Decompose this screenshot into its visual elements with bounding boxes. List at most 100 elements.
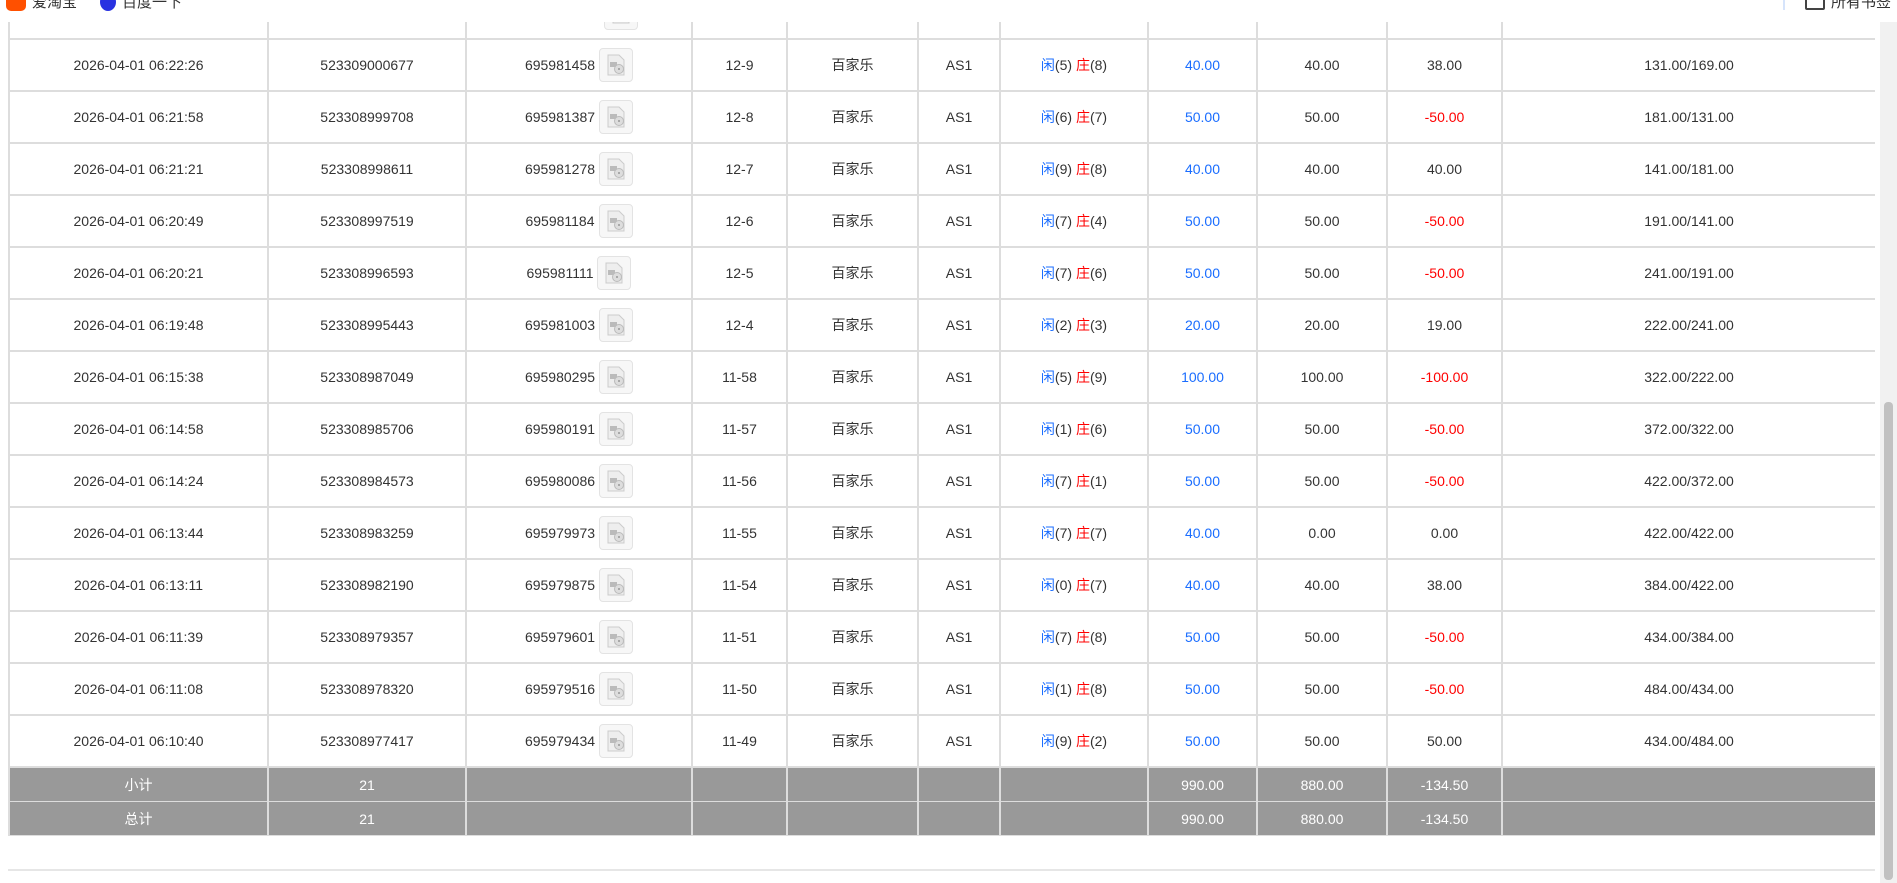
video-replay-icon[interactable]: [599, 568, 634, 602]
bet-amount-cell: 100.00: [1147, 350, 1258, 404]
balance-cell: 422.00/372.00: [1501, 454, 1875, 508]
banker-label: 庄: [1075, 421, 1090, 437]
bet-amount-cell: 40.00: [1147, 558, 1258, 612]
empty-cell: [999, 766, 1149, 802]
table-name-cell: AS1: [917, 298, 1001, 352]
player-label: 闲: [1040, 213, 1055, 229]
banker-points: 8: [1094, 629, 1103, 645]
empty-cell: [1501, 801, 1875, 836]
shoe-round-cell: 11-49: [691, 714, 788, 768]
bookmark-divider: [1783, 0, 1785, 10]
order-number-cell: 523308987049: [267, 350, 467, 404]
banker-label: 庄: [1075, 109, 1090, 125]
player-points: 2: [1059, 317, 1068, 333]
balance-cell: 322.00/222.00: [1501, 350, 1875, 404]
round-number-cell: 695979973: [465, 506, 693, 560]
banker-label: 庄: [1075, 57, 1090, 73]
table-name-cell: AS1: [917, 350, 1001, 404]
result-cell: 闲(0) 庄(7): [999, 558, 1149, 612]
bet-time-cell: 2026-04-01 06:20:49: [8, 194, 269, 248]
table-name-cell: AS1: [917, 662, 1001, 716]
player-label: 闲: [1040, 733, 1055, 749]
player-label: 闲: [1040, 577, 1055, 593]
video-replay-icon[interactable]: [604, 22, 638, 30]
scrollbar-thumb[interactable]: [1884, 402, 1893, 880]
win-loss-cell: -50.00: [1386, 402, 1503, 456]
order-number-cell: 523308999708: [267, 90, 467, 144]
shoe-round-cell: 12-7: [691, 142, 788, 196]
player-points: 7: [1059, 473, 1068, 489]
vertical-scrollbar[interactable]: [1880, 0, 1897, 883]
table-cell: [917, 22, 1001, 40]
result-cell: 闲(2) 庄(3): [999, 298, 1149, 352]
win-loss-cell: 50.00: [1386, 714, 1503, 768]
bookmark-aitaobao[interactable]: 爱淘宝: [6, 0, 77, 12]
player-label: 闲: [1040, 421, 1055, 437]
table-name-cell: AS1: [917, 246, 1001, 300]
video-replay-icon[interactable]: [599, 672, 634, 706]
valid-bet-cell: 50.00: [1256, 90, 1388, 144]
game-type-cell: 百家乐: [786, 454, 919, 508]
table-cell: [1386, 22, 1503, 40]
banker-points: 1: [1094, 473, 1103, 489]
valid-bet-cell: 40.00: [1256, 558, 1388, 612]
total-win: -134.50: [1386, 801, 1503, 836]
banker-label: 庄: [1075, 577, 1090, 593]
player-points: 7: [1059, 525, 1068, 541]
bookmark-baidu[interactable]: 百度一下: [100, 0, 182, 12]
table-cell: [267, 22, 467, 40]
result-cell: 闲(7) 庄(4): [999, 194, 1149, 248]
result-cell: 闲(6) 庄(7): [999, 90, 1149, 144]
round-number-cell: 695981278: [465, 142, 693, 196]
bet-amount-cell: 40.00: [1147, 142, 1258, 196]
video-replay-icon[interactable]: [599, 308, 634, 342]
table-name-cell: AS1: [917, 558, 1001, 612]
shoe-round-cell: 11-50: [691, 662, 788, 716]
bet-amount-cell: 50.00: [1147, 714, 1258, 768]
table-cell: [465, 22, 693, 40]
player-points: 9: [1059, 161, 1068, 177]
game-type-cell: 百家乐: [786, 194, 919, 248]
banker-points: 8: [1094, 681, 1103, 697]
banker-label: 庄: [1075, 473, 1090, 489]
table-cell: [786, 22, 919, 40]
video-replay-icon[interactable]: [599, 620, 634, 654]
win-loss-cell: 40.00: [1386, 142, 1503, 196]
video-replay-icon[interactable]: [597, 256, 632, 290]
video-replay-icon[interactable]: [599, 412, 634, 446]
player-label: 闲: [1040, 473, 1055, 489]
game-type-cell: 百家乐: [786, 142, 919, 196]
video-replay-icon[interactable]: [599, 464, 634, 498]
video-replay-icon[interactable]: [598, 204, 633, 238]
bet-time-cell: 2026-04-01 06:14:24: [8, 454, 269, 508]
video-replay-icon[interactable]: [599, 152, 634, 186]
video-replay-icon[interactable]: [599, 100, 634, 134]
result-cell: 闲(1) 庄(8): [999, 662, 1149, 716]
shoe-round-cell: 12-8: [691, 90, 788, 144]
order-number-cell: 523308979357: [267, 610, 467, 664]
player-label: 闲: [1040, 369, 1055, 385]
order-number-cell: 523308977417: [267, 714, 467, 768]
banker-label: 庄: [1075, 629, 1090, 645]
valid-bet-cell: 50.00: [1256, 714, 1388, 768]
all-bookmarks-button[interactable]: 所有书签: [1805, 0, 1891, 12]
video-replay-icon[interactable]: [599, 516, 634, 550]
round-number: 695981184: [525, 213, 595, 229]
banker-points: 7: [1094, 109, 1103, 125]
win-loss-cell: 38.00: [1386, 558, 1503, 612]
round-number: 695979973: [524, 525, 596, 541]
video-replay-icon[interactable]: [599, 360, 634, 394]
bet-amount-cell: 50.00: [1147, 610, 1258, 664]
balance-cell: 241.00/191.00: [1501, 246, 1875, 300]
table-row: 2026-04-01 06:21:21 523308998611 695981278…: [8, 142, 1875, 196]
game-type-cell: 百家乐: [786, 506, 919, 560]
empty-cell: [465, 766, 693, 802]
bet-amount-cell: 50.00: [1147, 90, 1258, 144]
bet-time-cell: 2026-04-01 06:11:39: [8, 610, 269, 664]
video-replay-icon[interactable]: [599, 48, 634, 82]
balance-cell: 384.00/422.00: [1501, 558, 1875, 612]
video-replay-icon[interactable]: [599, 724, 634, 758]
valid-bet-cell: 100.00: [1256, 350, 1388, 404]
bookmarks-bar: 爱淘宝 百度一下 所有书签: [0, 0, 1897, 22]
order-number-cell: 523308978320: [267, 662, 467, 716]
